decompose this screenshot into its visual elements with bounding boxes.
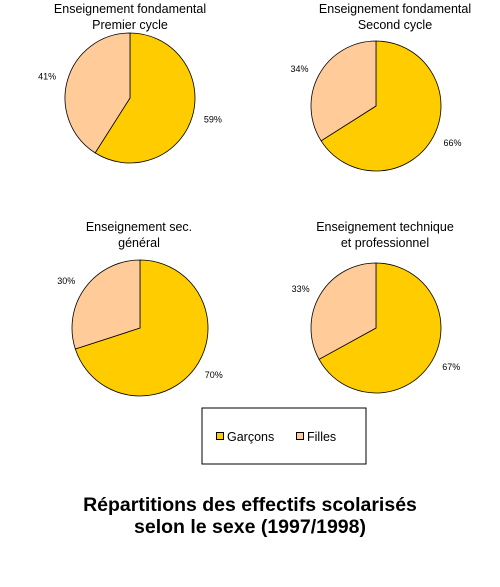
pie-label-garcons: 70% bbox=[205, 370, 223, 380]
pie-label-garcons: 67% bbox=[442, 362, 460, 372]
pie-title-line: Enseignement fondamental bbox=[54, 2, 206, 16]
pie-title-line: et professionnel bbox=[341, 236, 429, 250]
pie-slice-garcons bbox=[320, 40, 442, 172]
pie-slice-filles bbox=[64, 32, 131, 154]
legend: Garçons Filles bbox=[201, 407, 367, 465]
pie-title-line: Premier cycle bbox=[92, 18, 168, 32]
figure-title-line-1: Répartitions des effectifs scolarisés bbox=[83, 494, 417, 516]
pie-label-filles: 41% bbox=[38, 72, 56, 82]
pie-title-line: Enseignement sec. bbox=[86, 220, 192, 234]
legend-swatch-garcons bbox=[216, 432, 224, 440]
pie-label-filles: 33% bbox=[292, 284, 310, 294]
legend-box bbox=[201, 407, 367, 465]
pie-label-filles: 30% bbox=[57, 276, 75, 286]
pie-label-garcons: 66% bbox=[444, 138, 462, 148]
pie-title-line: Second cycle bbox=[358, 18, 432, 32]
pie-slice-garcons bbox=[94, 32, 196, 164]
legend-label-garcons: Garçons bbox=[227, 430, 274, 444]
pie-chart-3: Enseignement sec. général 70% 30% bbox=[57, 220, 223, 397]
pie-title-line: Enseignement fondamental bbox=[319, 2, 471, 16]
pie-title-line: général bbox=[118, 236, 160, 250]
pie-chart-1: Enseignement fondamental Premier cycle 59%… bbox=[38, 2, 222, 164]
figure-title-line-2: selon le sexe (1997/1998) bbox=[134, 516, 366, 538]
pie-slice-filles bbox=[71, 259, 141, 350]
pie-charts-grid: Enseignement fondamental Premier cycle 59%… bbox=[38, 2, 471, 397]
pie-slice-filles bbox=[310, 40, 377, 142]
pie-chart-2: Enseignement fondamental Second cycle 66% 3… bbox=[290, 2, 471, 172]
legend-swatch-filles bbox=[296, 432, 304, 440]
pie-slice-filles bbox=[310, 262, 377, 360]
pie-slice-garcons bbox=[74, 259, 209, 397]
pie-label-garcons: 59% bbox=[204, 115, 222, 125]
pie-title-line: Enseignement technique bbox=[316, 220, 454, 234]
legend-label-filles: Filles bbox=[307, 430, 336, 444]
pie-slice-garcons bbox=[318, 262, 442, 394]
pie-label-filles: 34% bbox=[290, 64, 308, 74]
pie-chart-4: Enseignement technique et professionnel 67… bbox=[292, 220, 460, 394]
